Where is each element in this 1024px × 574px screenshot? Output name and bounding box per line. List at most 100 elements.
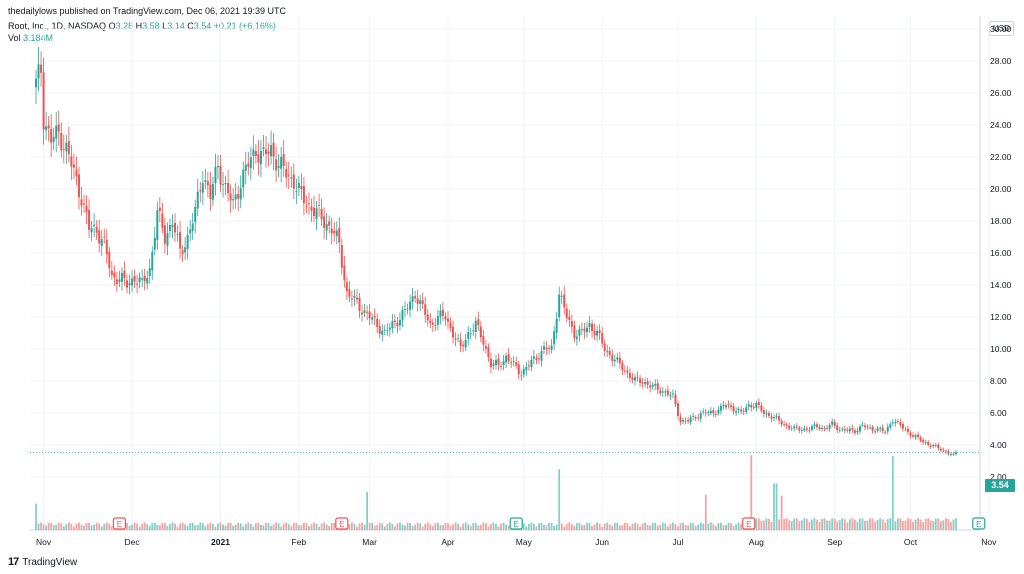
candle-body <box>439 310 442 317</box>
candle-body <box>833 422 836 426</box>
candle-body <box>520 375 523 377</box>
candle-body <box>914 435 917 438</box>
volume-bar <box>593 524 596 530</box>
currency-button[interactable]: USD <box>989 21 1014 36</box>
volume-bar <box>80 524 83 530</box>
volume-bar <box>73 526 75 530</box>
volume-bar <box>280 526 283 530</box>
candle-body <box>881 427 884 432</box>
candle-body <box>396 322 399 327</box>
candle-body <box>846 429 849 431</box>
volume-bar <box>67 522 70 530</box>
volume-bar <box>548 522 550 530</box>
tradingview-brand[interactable]: TradingView <box>22 556 78 568</box>
candle-body <box>191 223 194 231</box>
volume-bar <box>894 521 897 530</box>
candle-body <box>732 406 735 412</box>
volume-bar <box>356 526 358 530</box>
volume-bar <box>227 522 229 530</box>
candle-body <box>762 410 765 414</box>
x-tick-label: Jul <box>673 537 684 547</box>
high-value: 3.58 <box>142 21 160 31</box>
candle-body <box>917 434 920 437</box>
candle-body <box>896 421 899 422</box>
candle-body <box>591 323 594 331</box>
candle-body <box>631 377 634 380</box>
volume-bar <box>348 524 351 530</box>
volume-bar <box>874 521 877 530</box>
volume-bar <box>394 526 396 530</box>
volume-bar <box>730 523 732 530</box>
volume-bar <box>929 520 932 530</box>
candle-body <box>315 208 318 220</box>
candle-body <box>934 445 937 446</box>
volume-bar <box>239 523 242 530</box>
volume-bar <box>932 521 935 530</box>
candle-body <box>922 440 925 443</box>
candle-body <box>446 318 449 322</box>
volume-bar <box>484 523 487 530</box>
volume-bar <box>859 518 861 530</box>
chart-header: thedailylows published on TradingView.co… <box>8 6 286 16</box>
candle-body <box>70 156 73 167</box>
candle-body <box>272 142 275 157</box>
candle-body <box>778 416 781 421</box>
candle-body <box>52 137 55 142</box>
volume-bar <box>378 522 381 530</box>
candle-body <box>725 405 727 408</box>
volume-bar <box>110 526 113 530</box>
candle-body <box>318 205 321 207</box>
volume-bar <box>848 519 851 530</box>
change-value: +0.21 (+6.16%) <box>213 21 276 31</box>
volume-bar <box>194 525 197 530</box>
volume-bar <box>303 522 305 530</box>
candle-body <box>828 425 831 429</box>
volume-bar <box>629 526 631 530</box>
volume-bar <box>467 524 470 530</box>
volume-bar <box>586 522 588 530</box>
candle-body <box>856 430 859 433</box>
candle-body <box>598 330 601 334</box>
candle-body <box>103 236 106 238</box>
volume-bar <box>656 525 659 530</box>
candle-body <box>110 270 113 275</box>
candle-body <box>424 304 427 315</box>
candle-body <box>224 183 227 185</box>
candle-body <box>270 145 273 157</box>
candle-body <box>310 206 313 211</box>
candle-body <box>869 427 872 429</box>
volume-bar <box>442 525 444 530</box>
volume-bar <box>707 523 710 530</box>
volume-bar <box>292 523 295 530</box>
candle-body <box>510 362 513 364</box>
volume-bar <box>661 522 664 530</box>
candle-body <box>219 165 222 185</box>
candle-body <box>123 270 126 279</box>
candle-body <box>727 404 730 406</box>
volume-value: 3.184M <box>23 33 54 43</box>
candle-body <box>894 422 897 424</box>
volume-bar <box>209 522 212 530</box>
candle-body <box>338 228 341 243</box>
candle-body <box>568 316 571 320</box>
volume-bar <box>272 524 275 530</box>
volume-bar <box>886 519 889 530</box>
candle-body <box>659 390 662 394</box>
volume-bar <box>666 526 669 530</box>
candle-body <box>593 330 596 336</box>
volume-bar <box>851 518 854 530</box>
candle-body <box>826 428 829 430</box>
volume-bar <box>864 520 866 530</box>
candle-body <box>515 362 518 366</box>
candle-body <box>216 166 219 168</box>
volume-bar <box>108 523 111 530</box>
candle-body <box>697 417 700 419</box>
volume-bar <box>105 522 108 530</box>
volume-bar <box>171 522 174 530</box>
volume-bar <box>942 520 945 530</box>
volume-bar <box>267 522 270 530</box>
candle-body <box>55 125 58 139</box>
volume-bar <box>143 522 146 530</box>
candle-body <box>161 213 164 228</box>
